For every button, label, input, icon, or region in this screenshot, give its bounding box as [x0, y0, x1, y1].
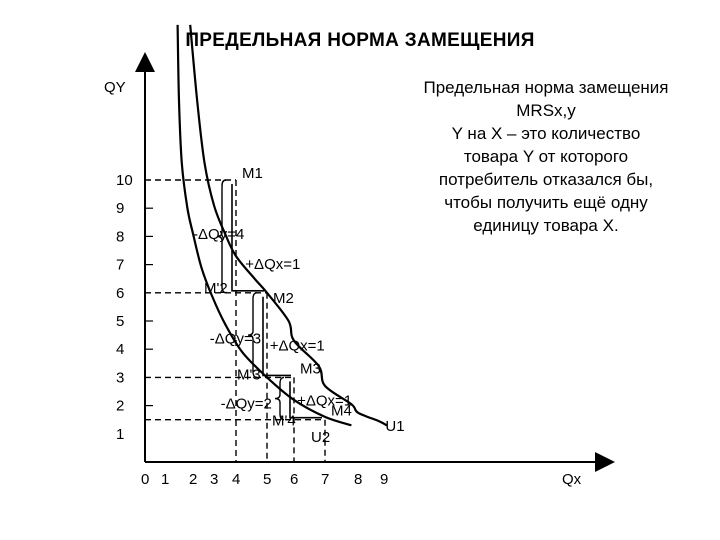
definition-line: потребитель отказался бы,: [438, 170, 654, 189]
delta-label: +ΔQx=1: [245, 256, 300, 273]
y-tick-label: 1: [116, 426, 124, 443]
point-label: M1: [242, 165, 263, 182]
y-tick-label: 5: [116, 313, 124, 330]
step-bracket: [231, 184, 264, 292]
definition-text: Предельная норма замещения MRSx,y Y на X…: [396, 76, 696, 237]
delta-label: -ΔQy=2: [221, 395, 272, 412]
x-tick-label: 3: [210, 471, 218, 488]
y-tick-label: 2: [116, 398, 124, 415]
definition-line: MRSx,y: [516, 101, 576, 120]
y-tick-label: 9: [116, 200, 124, 217]
step-brackets: [216, 179, 322, 421]
x-axis-label: Qx: [562, 471, 582, 488]
definition-line: единицу товара X.: [473, 216, 619, 235]
x-tick-label: 8: [354, 471, 362, 488]
point-label: M'3: [237, 366, 261, 383]
definition-line: товара Y от которого: [463, 147, 629, 166]
x-tick-label: 5: [263, 471, 271, 488]
point-label: M3: [300, 360, 321, 377]
y-tick-label: 3: [116, 369, 124, 386]
delta-label: -ΔQy=3: [210, 331, 261, 348]
point-label: M4: [331, 403, 352, 420]
point-labels: M1 M2 M3 M4 M'2 M'3 M'4 U2: [204, 165, 352, 446]
indifference-curve-u1: [189, 24, 388, 427]
brace: [274, 376, 285, 421]
x-tick-label: 0: [141, 471, 149, 488]
diagram-title: ПРЕДЕЛЬНАЯ НОРМА ЗАМЕЩЕНИЯ: [185, 30, 535, 51]
definition-line: Предельная норма замещения: [423, 78, 669, 97]
definition-line: чтобы получить ещё одну: [444, 193, 648, 212]
y-tick-label: 4: [116, 341, 124, 358]
x-tick-label: 9: [380, 471, 388, 488]
step-bracket: [262, 296, 291, 377]
delta-annotations: -ΔQy=4+ΔQx=1-ΔQy=3 +ΔQx=1-ΔQy=2 +ΔQx=1: [193, 226, 352, 412]
x-tick-label: 1: [161, 471, 169, 488]
curves: U1: [176, 24, 405, 435]
delta-label: +ΔQx=1: [297, 393, 352, 410]
definition-line: Y на X – это количество: [451, 124, 641, 143]
y-tick-label: 10: [116, 172, 133, 189]
x-tick-label: 7: [321, 471, 329, 488]
brace: [247, 292, 258, 379]
delta-label: -ΔQy=4: [193, 226, 244, 243]
point-label: M'4: [272, 413, 296, 430]
axes: QY Qx: [104, 52, 615, 488]
indifference-curve-u2: [176, 24, 352, 427]
curve-label-u1: U1: [385, 418, 404, 435]
y-tick-label: 8: [116, 228, 124, 245]
guide-lines: [145, 179, 326, 462]
point-label: M'2: [204, 280, 228, 297]
x-tick-label: 2: [189, 471, 197, 488]
y-axis-label: QY: [104, 79, 126, 96]
brace: [216, 179, 227, 294]
step-bracket: [289, 381, 322, 419]
x-tick-label: 4: [232, 471, 240, 488]
point-label: M2: [273, 290, 294, 307]
x-tick-label: 6: [290, 471, 298, 488]
y-tick-label: 7: [116, 257, 124, 274]
y-tick-label: 6: [116, 285, 124, 302]
delta-label: +ΔQx=1: [270, 338, 325, 355]
point-label: U2: [311, 429, 330, 446]
